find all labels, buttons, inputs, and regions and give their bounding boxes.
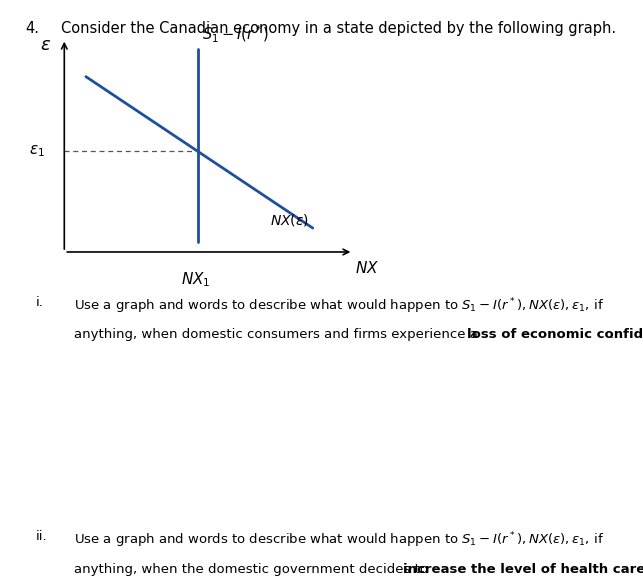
- Text: 4.: 4.: [26, 21, 40, 36]
- Text: increase the level of health care: increase the level of health care: [403, 563, 643, 575]
- Text: loss of economic confidence: loss of economic confidence: [467, 328, 643, 341]
- Text: anything, when the domestic government decides to: anything, when the domestic government d…: [74, 563, 432, 575]
- Text: $\varepsilon$: $\varepsilon$: [40, 36, 51, 54]
- Text: i.: i.: [35, 296, 43, 309]
- Text: $\mathit{NX}$: $\mathit{NX}$: [355, 260, 379, 276]
- Text: Consider the Canadian economy in a state depicted by the following graph.: Consider the Canadian economy in a state…: [61, 21, 616, 36]
- Text: Use a graph and words to describe what would happen to $S_1 - I(r^*), NX(\vareps: Use a graph and words to describe what w…: [74, 296, 604, 315]
- Text: Use a graph and words to describe what would happen to $S_1 - I(r^*), NX(\vareps: Use a graph and words to describe what w…: [74, 530, 604, 550]
- Text: anything, when domestic consumers and firms experience a: anything, when domestic consumers and fi…: [74, 328, 482, 341]
- Text: $\mathit{NX}(\varepsilon)$: $\mathit{NX}(\varepsilon)$: [269, 212, 309, 228]
- Text: $\mathit{S}_1 - \mathit{I}(r^*)$: $\mathit{S}_1 - \mathit{I}(r^*)$: [202, 23, 269, 45]
- Text: $\varepsilon_1$: $\varepsilon_1$: [30, 144, 45, 159]
- Text: .: .: [610, 328, 613, 341]
- Text: ii.: ii.: [35, 530, 47, 543]
- Text: $\mathit{NX}_1$: $\mathit{NX}_1$: [181, 270, 211, 289]
